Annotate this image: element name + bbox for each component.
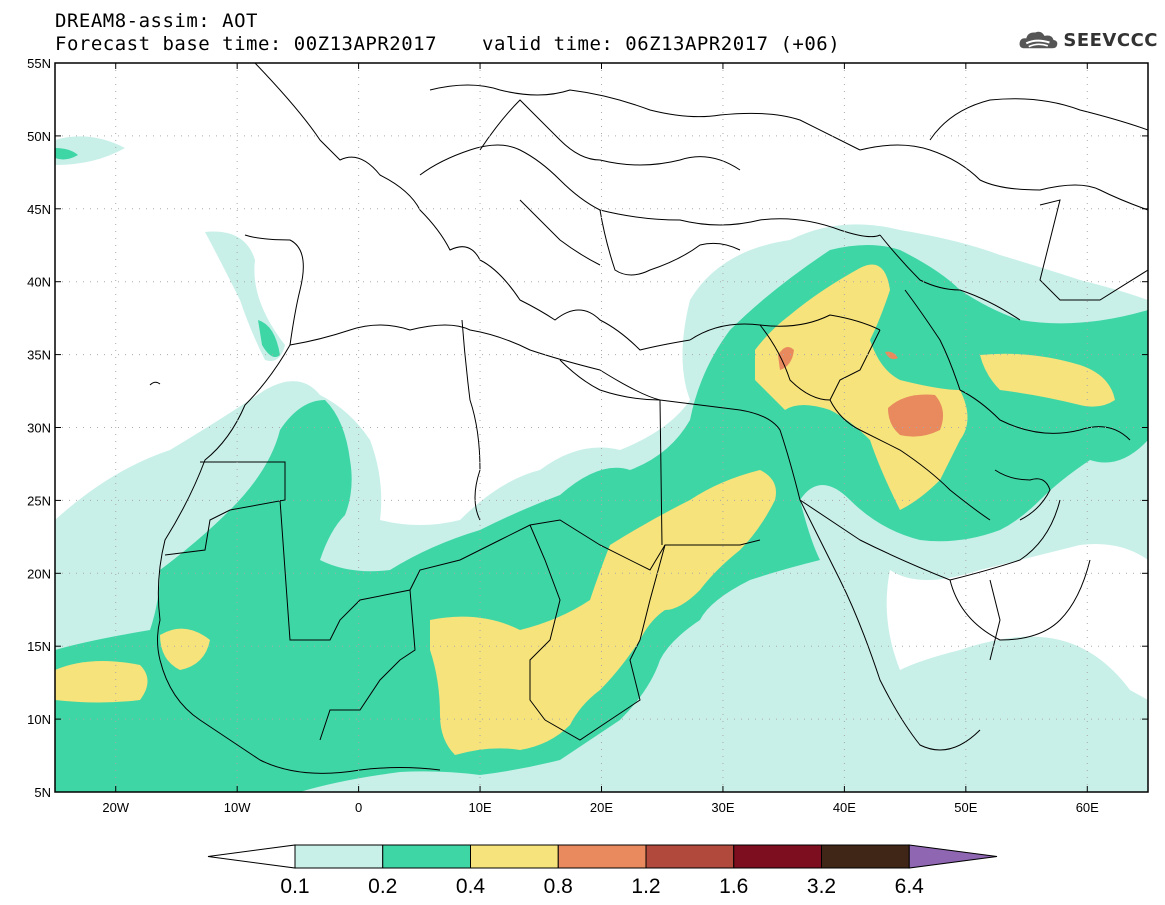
colorbar-swatch bbox=[382, 844, 471, 869]
cloud-logo-icon bbox=[1019, 31, 1058, 49]
lat-label: 15N bbox=[27, 639, 51, 654]
colorbar-swatch bbox=[294, 844, 384, 869]
longitude-labels: 20W 10W 0 10E 20E 30E 40E 50E 60E bbox=[102, 800, 1099, 815]
colorbar-label: 3.2 bbox=[807, 875, 836, 898]
lat-label: 50N bbox=[27, 129, 51, 144]
lat-label: 55N bbox=[27, 56, 51, 71]
lat-label: 20N bbox=[27, 566, 51, 581]
lon-label: 10E bbox=[468, 800, 491, 815]
lon-label: 50E bbox=[954, 800, 977, 815]
lat-label: 10N bbox=[27, 712, 51, 727]
logo-text: SEEVCCC bbox=[1063, 29, 1158, 51]
latitude-labels: 55N 50N 45N 40N 35N 30N 25N 20N 15N 10N 5N bbox=[27, 56, 51, 800]
lat-label: 40N bbox=[27, 275, 51, 290]
lon-label: 60E bbox=[1076, 800, 1099, 815]
colorbar-label: 6.4 bbox=[895, 875, 925, 898]
lon-label: 20W bbox=[102, 800, 129, 815]
graticule bbox=[55, 63, 1148, 792]
country-borders bbox=[149, 63, 1148, 774]
lat-label: 25N bbox=[27, 493, 51, 508]
lon-label: 0 bbox=[355, 800, 362, 815]
colorbar-high-arrow bbox=[908, 844, 998, 869]
lat-label: 30N bbox=[27, 421, 51, 436]
colorbar-label: 1.2 bbox=[631, 875, 660, 898]
axis-ticks bbox=[55, 62, 1148, 793]
colorbar-swatch bbox=[645, 844, 735, 869]
colorbar-label: 1.6 bbox=[719, 875, 748, 898]
colorbar-label: 0.1 bbox=[280, 875, 309, 898]
aot-level-0-4 bbox=[55, 264, 1115, 755]
colorbar-swatch bbox=[733, 844, 822, 869]
lat-label: 45N bbox=[27, 202, 51, 217]
aot-level-0-8 bbox=[778, 346, 944, 437]
colorbar-low-arrow bbox=[207, 844, 296, 869]
lat-label: 5N bbox=[34, 785, 51, 800]
lon-label: 10W bbox=[224, 800, 251, 815]
lat-label: 35N bbox=[27, 348, 51, 363]
colorbar-label: 0.8 bbox=[544, 875, 573, 898]
colorbar-label: 0.4 bbox=[456, 875, 486, 898]
lon-label: 40E bbox=[833, 800, 856, 815]
lon-label: 30E bbox=[711, 800, 734, 815]
forecast-base-time: Forecast base time: 00Z13APR2017 bbox=[55, 33, 438, 55]
colorbar-swatch bbox=[557, 844, 647, 869]
colorbar: 0.1 0.2 0.4 0.8 1.2 1.6 3.2 6.4 bbox=[207, 844, 998, 898]
map-title: DREAM8-assim: AOT bbox=[55, 10, 258, 32]
colorbar-label: 0.2 bbox=[368, 875, 397, 898]
seevccc-logo: SEEVCCC bbox=[1018, 26, 1158, 54]
valid-time: valid time: 06Z13APR2017 (+06) bbox=[482, 33, 841, 55]
lon-label: 20E bbox=[590, 800, 613, 815]
colorbar-swatch bbox=[470, 844, 559, 869]
colorbar-swatch bbox=[821, 844, 910, 869]
